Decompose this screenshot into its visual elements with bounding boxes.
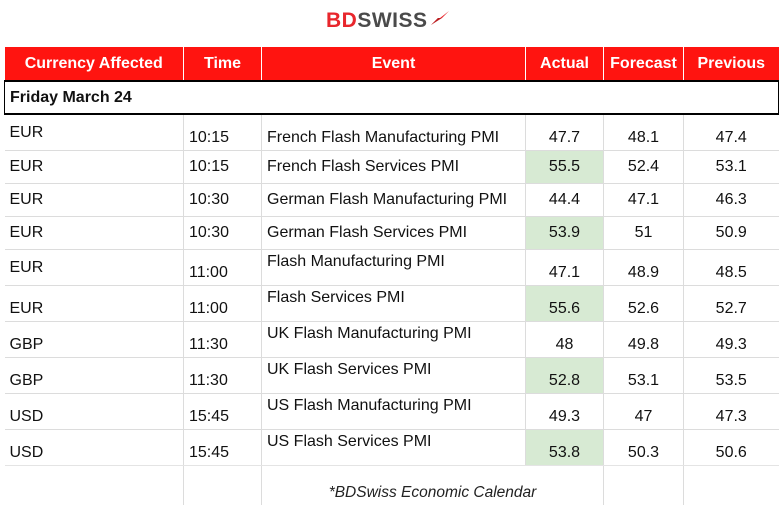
cell-time: 10:30 (184, 217, 262, 250)
table-header-row: Currency Affected Time Event Actual Fore… (5, 47, 779, 81)
cell-forecast: 52.4 (604, 151, 684, 184)
cell-actual: 44.4 (526, 184, 604, 217)
cell-actual: 48 (526, 322, 604, 358)
cell-currency: GBP (5, 358, 184, 394)
cell-currency: EUR (5, 184, 184, 217)
cell-currency: USD (5, 394, 184, 430)
table-row: EUR 11:00 Flash Services PMI 55.6 52.6 5… (5, 286, 779, 322)
cell-forecast: 53.1 (604, 358, 684, 394)
logo-arrow-icon (429, 9, 451, 27)
cell-event: UK Flash Manufacturing PMI (262, 322, 526, 358)
cell-time: 11:30 (184, 322, 262, 358)
cell-currency: EUR (5, 114, 184, 151)
cell-actual: 52.8 (526, 358, 604, 394)
cell-actual: 55.5 (526, 151, 604, 184)
table-row: EUR 11:00 Flash Manufacturing PMI 47.1 4… (5, 250, 779, 286)
cell-currency: EUR (5, 286, 184, 322)
header-currency: Currency Affected (5, 47, 184, 81)
cell-time: 10:15 (184, 151, 262, 184)
cell-event: UK Flash Services PMI (262, 358, 526, 394)
cell-previous: 49.3 (684, 322, 779, 358)
table-row: GBP 11:30 UK Flash Manufacturing PMI 48 … (5, 322, 779, 358)
footer-note: *BDSwiss Economic Calendar (262, 466, 604, 505)
cell-previous: 47.4 (684, 114, 779, 151)
cell-actual: 53.8 (526, 430, 604, 466)
table-row: EUR 10:15 French Flash Services PMI 55.5… (5, 151, 779, 184)
cell-forecast: 49.8 (604, 322, 684, 358)
cell-forecast: 47 (604, 394, 684, 430)
day-label: Friday March 24 (5, 81, 779, 114)
cell-time: 15:45 (184, 394, 262, 430)
cell-previous: 50.6 (684, 430, 779, 466)
cell-forecast: 47.1 (604, 184, 684, 217)
cell-previous: 50.9 (684, 217, 779, 250)
cell-forecast: 51 (604, 217, 684, 250)
header-previous: Previous (684, 47, 779, 81)
cell-previous: 53.1 (684, 151, 779, 184)
footer-cell (5, 466, 184, 505)
cell-event: US Flash Services PMI (262, 430, 526, 466)
cell-event: French Flash Services PMI (262, 151, 526, 184)
economic-calendar-table: Currency Affected Time Event Actual Fore… (4, 47, 779, 505)
cell-currency: EUR (5, 217, 184, 250)
footer-cell (184, 466, 262, 505)
table-row: USD 15:45 US Flash Services PMI 53.8 50.… (5, 430, 779, 466)
table-row: EUR 10:30 German Flash Manufacturing PMI… (5, 184, 779, 217)
cell-event: German Flash Services PMI (262, 217, 526, 250)
cell-time: 11:30 (184, 358, 262, 394)
header-actual: Actual (526, 47, 604, 81)
cell-forecast: 52.6 (604, 286, 684, 322)
table-row: EUR 10:30 German Flash Services PMI 53.9… (5, 217, 779, 250)
cell-event: French Flash Manufacturing PMI (262, 114, 526, 151)
cell-event: German Flash Manufacturing PMI (262, 184, 526, 217)
cell-previous: 46.3 (684, 184, 779, 217)
cell-previous: 48.5 (684, 250, 779, 286)
header-forecast: Forecast (604, 47, 684, 81)
cell-actual: 47.1 (526, 250, 604, 286)
cell-event: US Flash Manufacturing PMI (262, 394, 526, 430)
cell-currency: USD (5, 430, 184, 466)
brand-logo-part1: BD (326, 9, 357, 33)
cell-forecast: 48.1 (604, 114, 684, 151)
cell-time: 15:45 (184, 430, 262, 466)
cell-actual: 53.9 (526, 217, 604, 250)
cell-currency: GBP (5, 322, 184, 358)
cell-actual: 49.3 (526, 394, 604, 430)
footer-cell (604, 466, 684, 505)
footer-row: *BDSwiss Economic Calendar (5, 466, 779, 505)
day-row: Friday March 24 (5, 81, 779, 114)
brand-logo-part2: SWISS (357, 9, 427, 33)
cell-previous: 52.7 (684, 286, 779, 322)
cell-forecast: 48.9 (604, 250, 684, 286)
cell-forecast: 50.3 (604, 430, 684, 466)
footer-cell (684, 466, 779, 505)
cell-event: Flash Services PMI (262, 286, 526, 322)
cell-currency: EUR (5, 151, 184, 184)
table-row: GBP 11:30 UK Flash Services PMI 52.8 53.… (5, 358, 779, 394)
header-time: Time (184, 47, 262, 81)
cell-actual: 47.7 (526, 114, 604, 151)
cell-event: Flash Manufacturing PMI (262, 250, 526, 286)
cell-actual: 55.6 (526, 286, 604, 322)
table-row: EUR 10:15 French Flash Manufacturing PMI… (5, 114, 779, 151)
cell-time: 11:00 (184, 250, 262, 286)
cell-previous: 47.3 (684, 394, 779, 430)
cell-currency: EUR (5, 250, 184, 286)
cell-time: 10:30 (184, 184, 262, 217)
cell-previous: 53.5 (684, 358, 779, 394)
header-event: Event (262, 47, 526, 81)
cell-time: 11:00 (184, 286, 262, 322)
table-row: USD 15:45 US Flash Manufacturing PMI 49.… (5, 394, 779, 430)
cell-time: 10:15 (184, 114, 262, 151)
